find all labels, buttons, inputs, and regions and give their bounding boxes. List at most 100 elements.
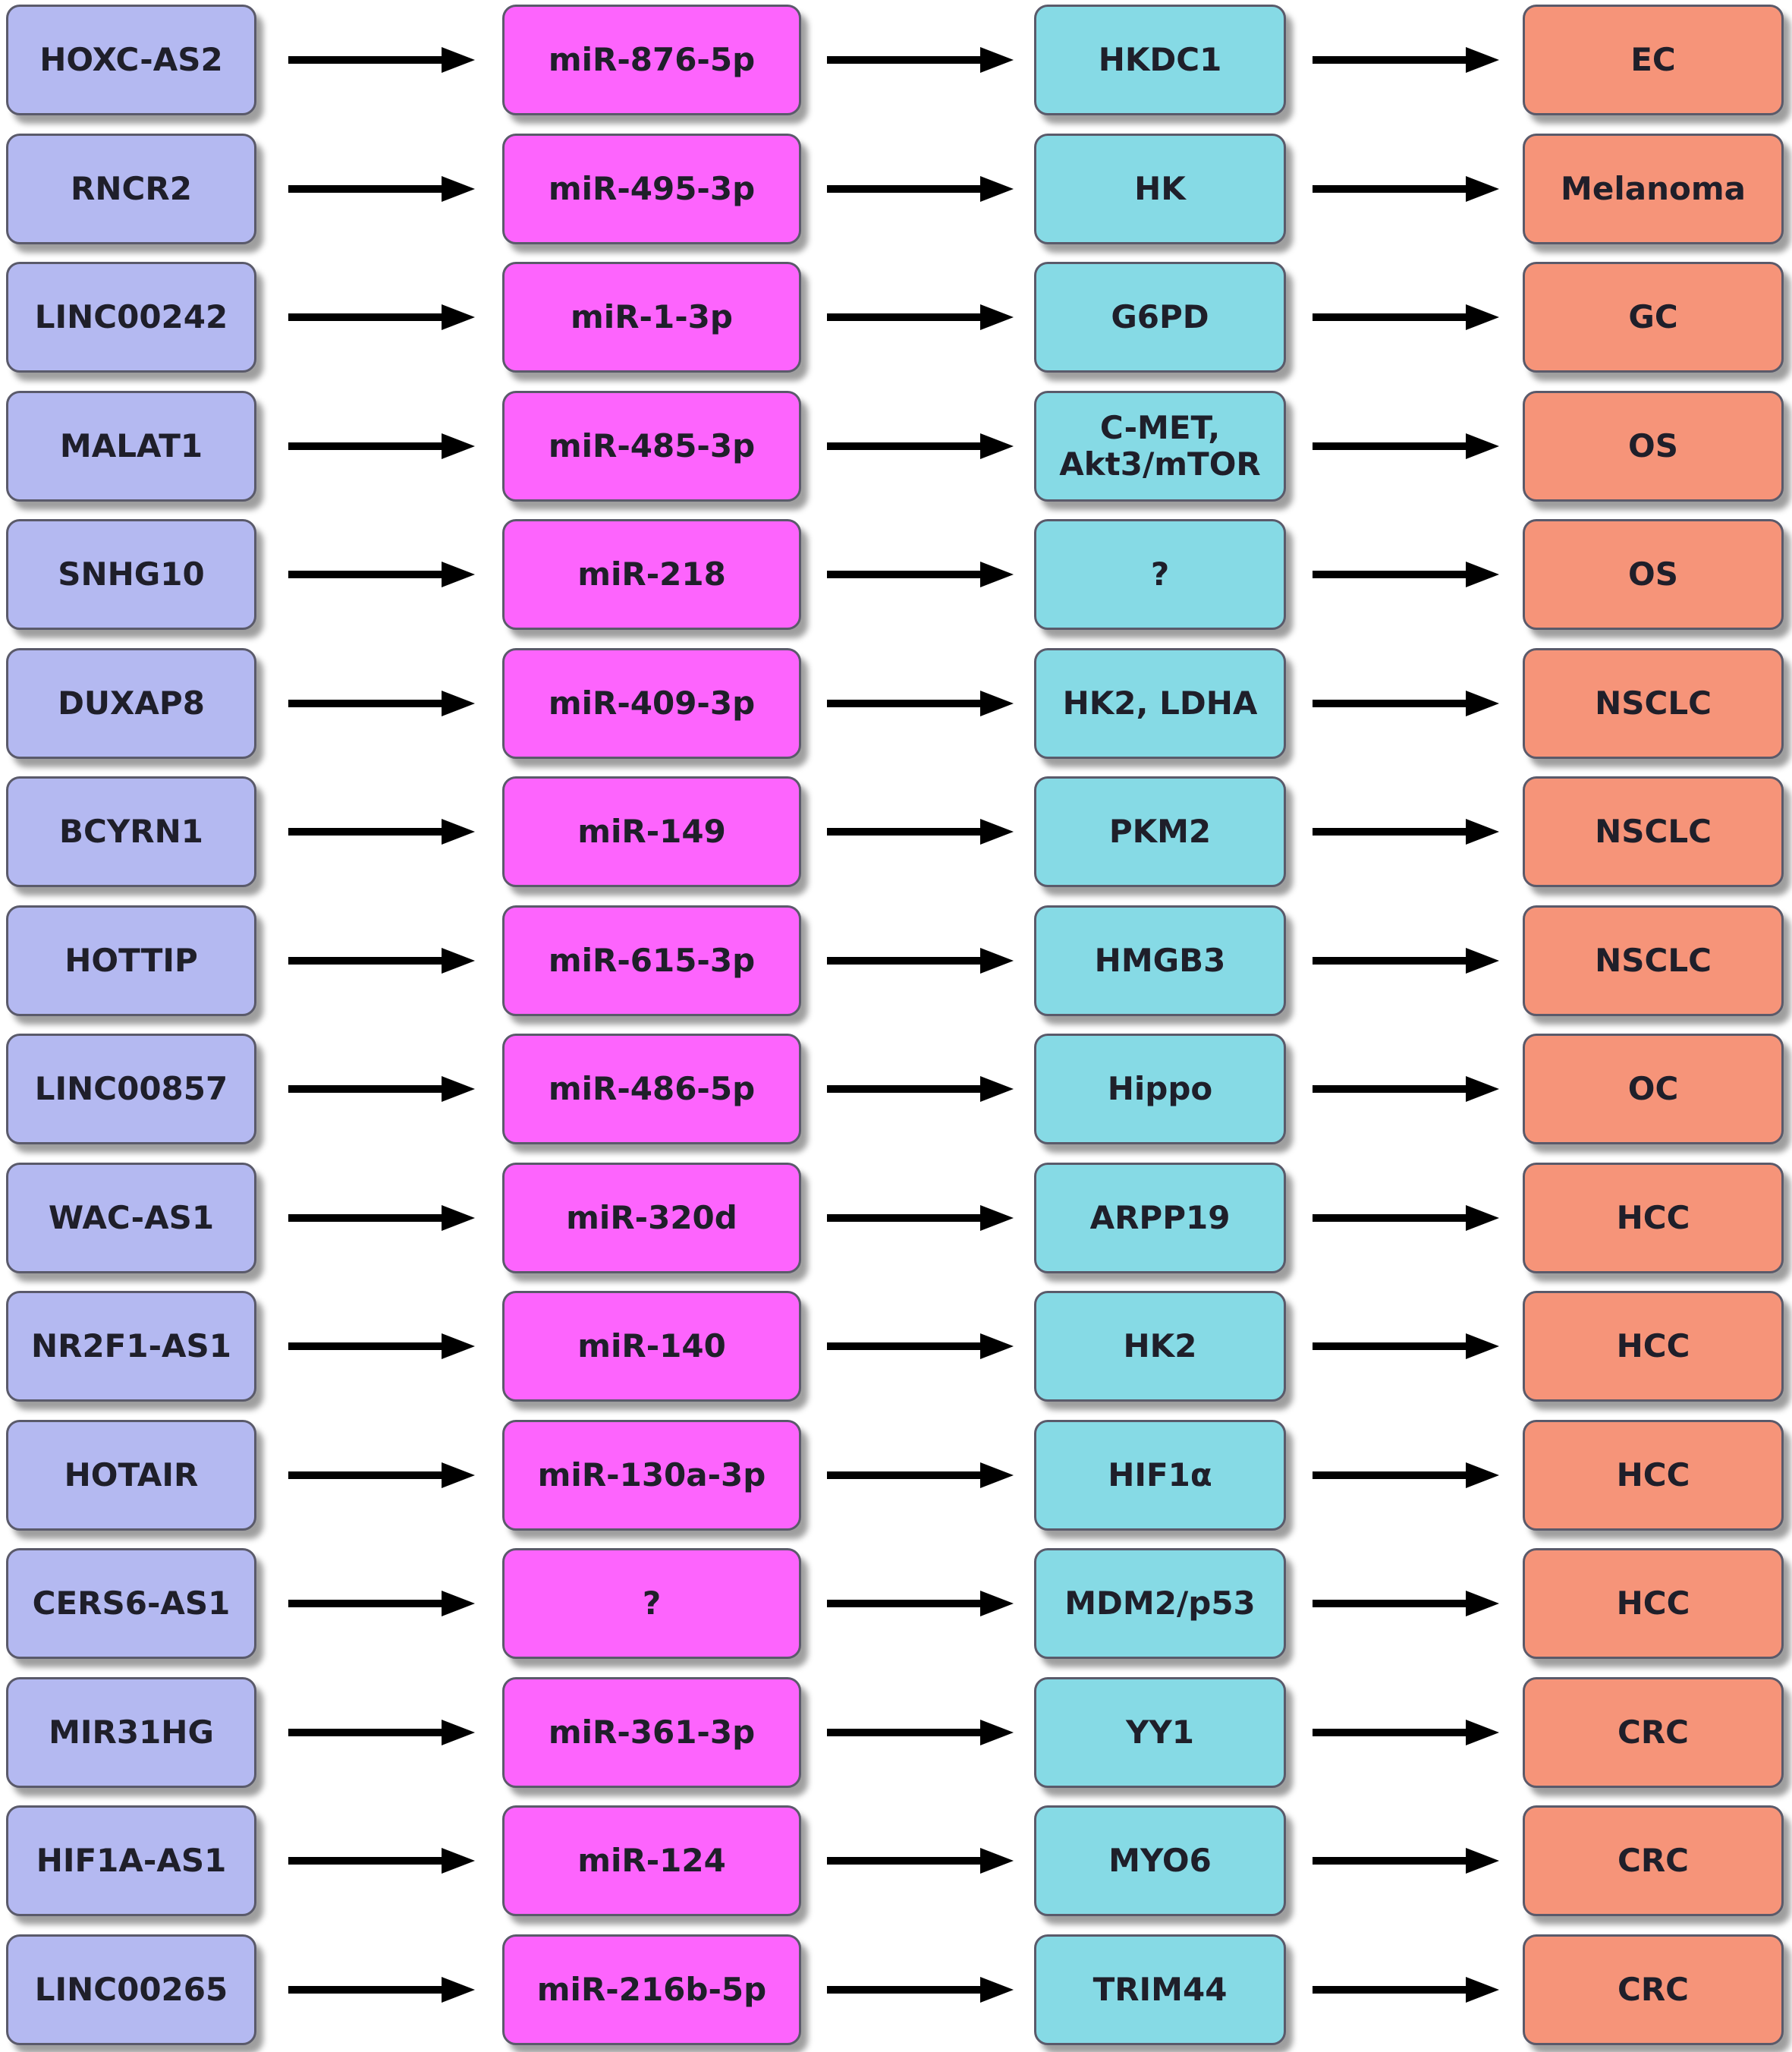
mirna-box: miR-149 (502, 776, 801, 887)
cancer-box: CRC (1523, 1805, 1784, 1916)
lncrna-box-label: LINC00242 (34, 297, 228, 335)
right-arrow-icon (827, 1205, 1014, 1231)
cancer-box: CRC (1523, 1934, 1784, 2045)
right-arrow-icon (1313, 433, 1499, 459)
cancer-box-label: OS (1628, 555, 1678, 593)
right-arrow-icon (1313, 1462, 1499, 1488)
pathway-row: RNCR2 miR-495-3p HK Melanoma (0, 134, 1792, 244)
mirna-box-label: ? (642, 1584, 662, 1622)
pathway-row: HOTAIR miR-130a-3p HIF1α HCC (0, 1420, 1792, 1531)
target-box: C-MET, Akt3/mTOR (1034, 391, 1286, 502)
mirna-box-label: miR-124 (577, 1841, 726, 1879)
right-arrow-icon (288, 1591, 475, 1616)
pathway-row: WAC-AS1 miR-320d ARPP19 HCC (0, 1163, 1792, 1273)
mirna-box: ? (502, 1548, 801, 1659)
pathway-row: HOXC-AS2 miR-876-5p HKDC1 EC (0, 5, 1792, 115)
target-box: HK2, LDHA (1034, 648, 1286, 759)
target-box-label: HMGB3 (1094, 941, 1226, 979)
pathway-row: LINC00242 miR-1-3p G6PD GC (0, 262, 1792, 373)
target-box: MDM2/p53 (1034, 1548, 1286, 1659)
target-box-label: YY1 (1125, 1713, 1195, 1751)
lncrna-box-label: HOTTIP (64, 941, 198, 979)
mirna-box: miR-320d (502, 1163, 801, 1273)
cancer-box-label: CRC (1618, 1970, 1689, 2008)
mirna-box: miR-876-5p (502, 5, 801, 115)
right-arrow-icon (1313, 562, 1499, 587)
right-arrow-icon (288, 1076, 475, 1102)
target-box-label: MDM2/p53 (1064, 1584, 1256, 1622)
lncrna-box-label: HIF1A-AS1 (36, 1841, 227, 1879)
right-arrow-icon (1313, 1333, 1499, 1359)
right-arrow-icon (1313, 1591, 1499, 1616)
mirna-box-label: miR-409-3p (548, 684, 756, 722)
mirna-box-label: miR-216b-5p (536, 1970, 767, 2008)
cancer-box-label: GC (1628, 297, 1678, 335)
lncrna-box: HOTTIP (6, 905, 256, 1016)
right-arrow-icon (1313, 691, 1499, 716)
target-box: ARPP19 (1034, 1163, 1286, 1273)
lncrna-box-label: LINC00857 (34, 1069, 228, 1107)
right-arrow-icon (288, 176, 475, 202)
right-arrow-icon (827, 562, 1014, 587)
cancer-box: HCC (1523, 1548, 1784, 1659)
mirna-box-label: miR-361-3p (548, 1713, 756, 1751)
right-arrow-icon (288, 948, 475, 974)
cancer-box-label: HCC (1616, 1327, 1690, 1364)
cancer-box: OS (1523, 391, 1784, 502)
cancer-box: HCC (1523, 1420, 1784, 1531)
target-box-label: HKDC1 (1098, 40, 1222, 78)
cancer-box: CRC (1523, 1677, 1784, 1788)
cancer-box: OC (1523, 1034, 1784, 1144)
pathway-row: HOTTIP miR-615-3p HMGB3 NSCLC (0, 905, 1792, 1016)
mirna-box: miR-486-5p (502, 1034, 801, 1144)
right-arrow-icon (827, 433, 1014, 459)
mirna-box: miR-485-3p (502, 391, 801, 502)
mirna-box-label: miR-140 (577, 1327, 726, 1364)
cancer-box-label: OC (1627, 1069, 1679, 1107)
cancer-box: NSCLC (1523, 648, 1784, 759)
pathway-row: MIR31HG miR-361-3p YY1 CRC (0, 1677, 1792, 1788)
right-arrow-icon (827, 1720, 1014, 1745)
cancer-box-label: EC (1630, 40, 1676, 78)
mirna-box: miR-409-3p (502, 648, 801, 759)
lncrna-box-label: HOXC-AS2 (39, 40, 223, 78)
lncrna-box-label: CERS6-AS1 (32, 1584, 231, 1622)
pathway-row: LINC00857 miR-486-5p Hippo OC (0, 1034, 1792, 1144)
pathway-row: NR2F1-AS1 miR-140 HK2 HCC (0, 1291, 1792, 1402)
right-arrow-icon (1313, 304, 1499, 330)
lncrna-box-label: BCYRN1 (59, 812, 203, 850)
lncrna-box-label: HOTAIR (64, 1456, 199, 1493)
mirna-box-label: miR-615-3p (548, 941, 756, 979)
cancer-box-label: NSCLC (1595, 812, 1712, 850)
mirna-box-label: miR-485-3p (548, 426, 756, 464)
cancer-box-label: CRC (1618, 1713, 1689, 1751)
right-arrow-icon (827, 819, 1014, 845)
target-box: MYO6 (1034, 1805, 1286, 1916)
mirna-box: miR-218 (502, 519, 801, 630)
right-arrow-icon (1313, 948, 1499, 974)
right-arrow-icon (827, 47, 1014, 73)
pathway-row: MALAT1 miR-485-3p C-MET, Akt3/mTOR OS (0, 391, 1792, 502)
pathway-row: SNHG10 miR-218? OS (0, 519, 1792, 630)
pathway-row: LINC00265 miR-216b-5p TRIM44 CRC (0, 1934, 1792, 2045)
lncrna-box: SNHG10 (6, 519, 256, 630)
right-arrow-icon (827, 1076, 1014, 1102)
target-box: Hippo (1034, 1034, 1286, 1144)
cancer-box-label: CRC (1618, 1841, 1689, 1879)
target-box: HK (1034, 134, 1286, 244)
mirna-box-label: miR-495-3p (548, 169, 756, 207)
right-arrow-icon (1313, 1720, 1499, 1745)
cancer-box-label: HCC (1616, 1456, 1690, 1493)
lncrna-box: LINC00265 (6, 1934, 256, 2045)
cancer-box-label: HCC (1616, 1584, 1690, 1622)
lncrna-box: RNCR2 (6, 134, 256, 244)
mirna-box-label: miR-218 (577, 555, 726, 593)
pathway-row: BCYRN1 miR-149 PKM2 NSCLC (0, 776, 1792, 887)
lncrna-box-label: WAC-AS1 (48, 1198, 215, 1236)
right-arrow-icon (1313, 1205, 1499, 1231)
right-arrow-icon (827, 304, 1014, 330)
target-box-label: C-MET, Akt3/mTOR (1059, 408, 1261, 483)
target-box-label: ARPP19 (1089, 1198, 1231, 1236)
lncrna-box: HOTAIR (6, 1420, 256, 1531)
